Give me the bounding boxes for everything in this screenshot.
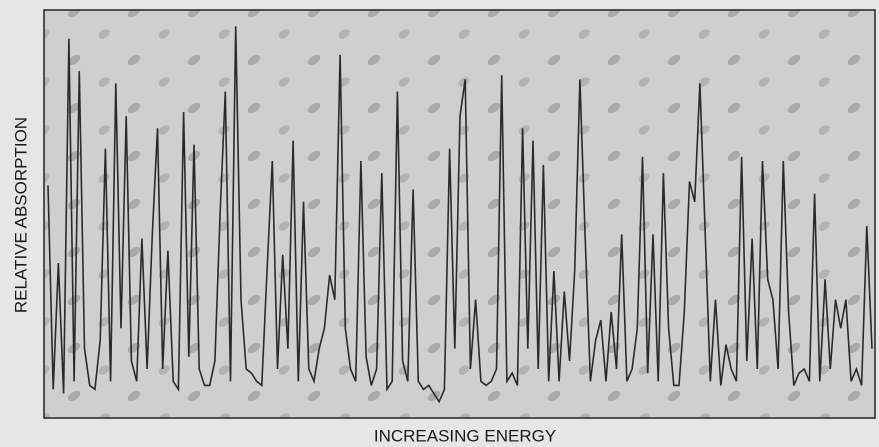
plot-area: [43, 9, 876, 419]
y-axis-label: RELATIVE ABSORPTION: [11, 117, 30, 313]
x-axis-label: INCREASING ENERGY: [374, 426, 556, 445]
spectrum-line: [47, 26, 873, 404]
